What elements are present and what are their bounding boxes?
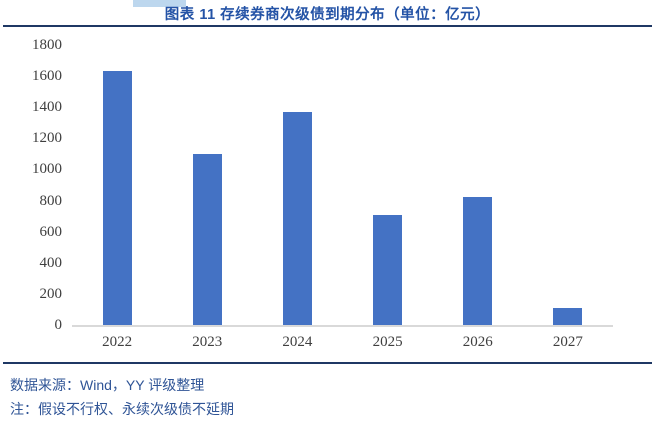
- footer-divider: [3, 362, 652, 364]
- y-axis-tick-label: 1600: [32, 68, 62, 85]
- bar-2027: [553, 307, 583, 325]
- x-axis-tick-label: 2026: [462, 334, 493, 350]
- y-axis-tick-label: 1000: [32, 161, 62, 178]
- header-highlight-artifact: [133, 0, 186, 7]
- y-axis-tick-label: 800: [39, 192, 63, 209]
- plot-area: [72, 45, 613, 327]
- bar-2026: [463, 196, 493, 325]
- data-source-note: 数据来源：Wind，YY 评级整理: [10, 377, 205, 393]
- y-axis-tick-label: 1400: [32, 99, 62, 116]
- y-axis-tick-label: 0: [54, 317, 63, 333]
- title-divider: [3, 25, 652, 27]
- x-axis-tick-label: 2022: [102, 334, 133, 350]
- x-axis-tick-label: 2024: [282, 334, 313, 350]
- y-axis-tick-label: 1200: [32, 130, 62, 147]
- assumption-note: 注：假设不行权、永续次级债不延期: [10, 401, 234, 417]
- y-axis-tick-label: 600: [39, 223, 63, 240]
- x-axis-tick-label: 2023: [192, 334, 223, 350]
- bar-2025: [373, 215, 403, 325]
- bar-2024: [282, 111, 312, 325]
- y-axis-tick-label: 1800: [32, 37, 62, 53]
- x-axis-tick-label: 2027: [552, 334, 583, 350]
- y-axis-tick-label: 200: [39, 285, 63, 302]
- bar-2023: [192, 153, 222, 325]
- x-axis-tick-label: 2025: [372, 334, 403, 350]
- y-axis-tick-label: 400: [39, 254, 63, 271]
- figure-title: 图表 11 存续券商次级债到期分布（单位：亿元）: [164, 7, 491, 23]
- bar-2022: [102, 71, 132, 325]
